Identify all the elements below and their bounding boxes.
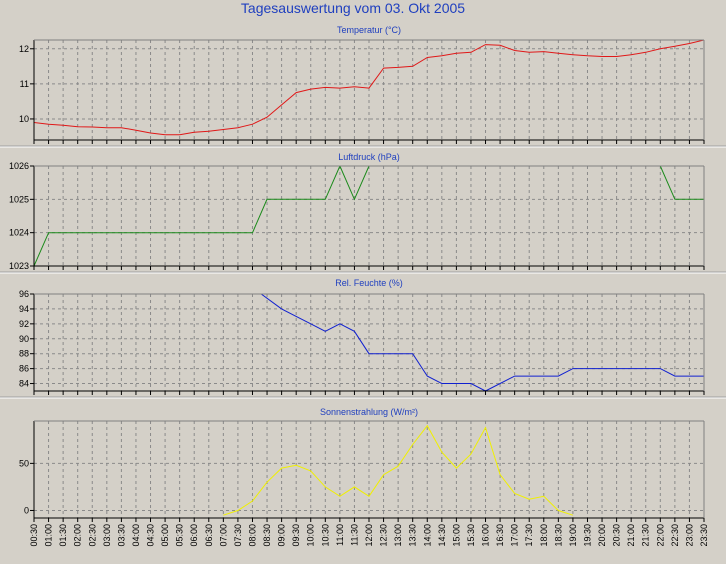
x-tick-label: 16:00 xyxy=(481,524,491,547)
x-tick-label: 06:00 xyxy=(189,524,199,547)
x-tick-label: 09:30 xyxy=(291,524,301,547)
series-line-sonnenstrahlung-w-m xyxy=(223,424,574,516)
y-tick-label: 1023 xyxy=(9,261,29,271)
x-tick-label: 12:00 xyxy=(364,524,374,547)
y-tick-label: 96 xyxy=(19,289,29,299)
x-tick-label: 11:00 xyxy=(335,524,345,546)
x-tick-label: 01:30 xyxy=(58,524,68,547)
x-tick-label: 17:30 xyxy=(524,524,534,547)
x-tick-label: 07:00 xyxy=(218,524,228,547)
x-tick-label: 06:30 xyxy=(204,524,214,547)
x-tick-label: 14:30 xyxy=(437,524,447,547)
x-tick-label: 23:30 xyxy=(699,524,709,547)
x-tick-label: 23:00 xyxy=(684,524,694,547)
series-line-rel-feuchte xyxy=(260,294,704,391)
y-tick-label: 92 xyxy=(19,319,29,329)
x-tick-label: 05:00 xyxy=(160,524,170,547)
panel-rel-feuchte: Rel. Feuchte (%) 84 86 88 90 92 94 96 xyxy=(19,278,705,395)
y-tick-label: 1024 xyxy=(9,228,29,238)
x-tick-label: 03:30 xyxy=(116,524,126,547)
x-tick-label: 04:00 xyxy=(131,524,141,547)
x-tick-label: 10:00 xyxy=(306,524,316,547)
y-tick-label: 0 xyxy=(24,505,29,515)
series-line-temperatur-c xyxy=(34,40,704,136)
x-tick-label: 22:30 xyxy=(670,524,680,547)
x-tick-label: 17:00 xyxy=(510,524,520,547)
x-tick-label: 03:00 xyxy=(102,524,112,547)
x-tick-label: 04:30 xyxy=(146,524,156,547)
y-tick-label: 84 xyxy=(19,379,29,389)
x-tick-label: 20:30 xyxy=(612,524,622,547)
x-tick-label: 12:30 xyxy=(379,524,389,547)
x-tick-label: 20:00 xyxy=(597,524,607,547)
x-tick-label: 19:00 xyxy=(568,524,578,547)
panel-title: Sonnenstrahlung (W/m²) xyxy=(320,407,418,417)
x-tick-label: 02:30 xyxy=(87,524,97,547)
panel-title: Rel. Feuchte (%) xyxy=(335,278,403,288)
y-tick-label: 11 xyxy=(20,79,29,89)
panel-luftdruck-hpa: Luftdruck (hPa) 1023 1024 1025 1026 xyxy=(9,152,705,271)
x-tick-label: 21:30 xyxy=(641,524,651,547)
y-tick-label: 86 xyxy=(19,364,29,374)
x-tick-label: 09:00 xyxy=(277,524,287,547)
y-tick-label: 1025 xyxy=(9,194,29,204)
y-tick-label: 94 xyxy=(19,304,29,314)
y-tick-label: 10 xyxy=(19,114,29,124)
x-tick-label: 13:00 xyxy=(393,524,403,547)
x-tick-label: 18:00 xyxy=(539,524,549,547)
panel-title: Temperatur (°C) xyxy=(337,25,401,35)
x-tick-label: 10:30 xyxy=(320,524,330,547)
y-tick-label: 1026 xyxy=(9,161,29,171)
x-tick-label: 16:30 xyxy=(495,524,505,547)
x-tick-label: 11:30 xyxy=(349,524,359,546)
x-tick-label: 18:30 xyxy=(553,524,563,547)
series-line-luftdruck-hpa xyxy=(34,166,704,266)
x-tick-label: 07:30 xyxy=(233,524,243,547)
x-tick-label: 15:00 xyxy=(451,524,461,547)
x-tick-label: 01:00 xyxy=(44,524,54,547)
panel-temperatur-c: Temperatur (°C) 10 11 12 xyxy=(19,25,705,144)
panel-sonnenstrahlung-w-m: Sonnenstrahlung (W/m²) 0 50 xyxy=(19,407,705,522)
x-tick-label: 08:00 xyxy=(247,524,257,547)
y-tick-label: 12 xyxy=(19,44,29,54)
panel-title: Luftdruck (hPa) xyxy=(338,152,400,162)
x-tick-label: 02:00 xyxy=(73,524,83,547)
y-tick-label: 50 xyxy=(19,458,29,468)
y-tick-label: 88 xyxy=(19,349,29,359)
x-tick-label: 08:30 xyxy=(262,524,272,547)
x-tick-label: 00:30 xyxy=(29,524,39,547)
x-tick-label: 21:00 xyxy=(626,524,636,547)
x-tick-label: 05:30 xyxy=(175,524,185,547)
x-tick-label: 22:00 xyxy=(655,524,665,547)
x-tick-label: 14:00 xyxy=(422,524,432,547)
main-title: Tagesauswertung vom 03. Okt 2005 xyxy=(241,0,465,16)
x-tick-label: 15:30 xyxy=(466,524,476,547)
y-tick-label: 90 xyxy=(19,334,29,344)
x-tick-label: 13:30 xyxy=(408,524,418,547)
x-tick-label: 19:30 xyxy=(582,524,592,547)
